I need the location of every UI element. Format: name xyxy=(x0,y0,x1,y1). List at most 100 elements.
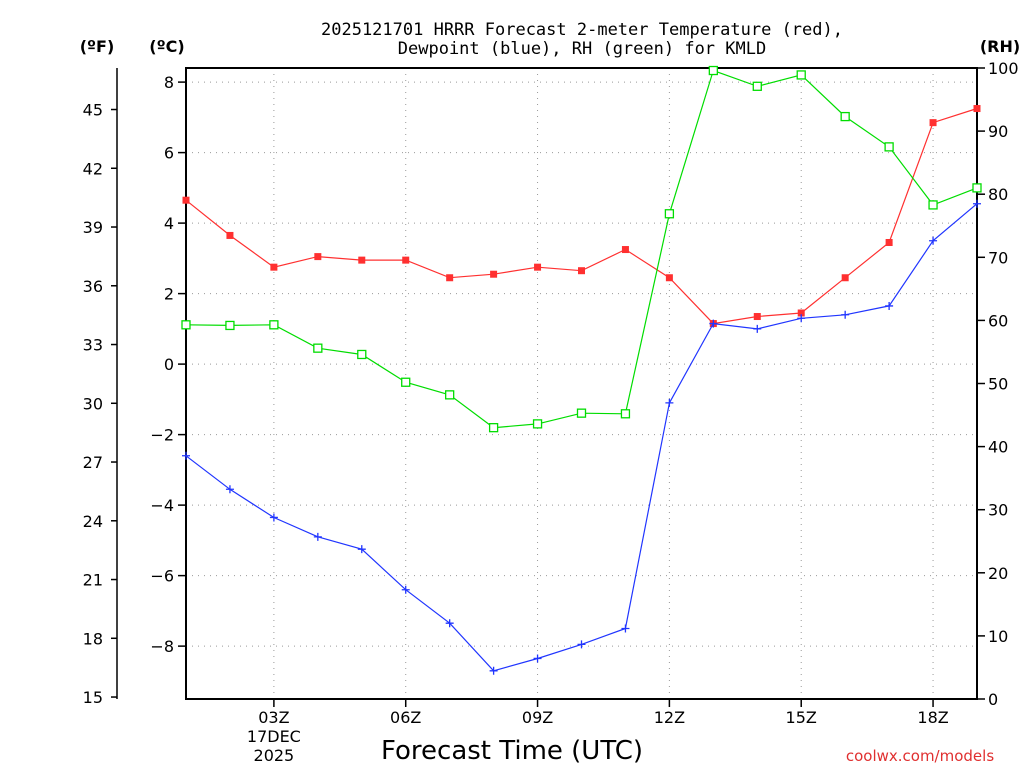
series-dewpoint xyxy=(182,199,981,675)
rh-point xyxy=(532,419,543,429)
temperature-point xyxy=(841,274,849,282)
rh-point xyxy=(488,423,499,433)
rh-point xyxy=(313,343,323,353)
rh-tick-label: 40 xyxy=(988,438,1008,457)
rh-point xyxy=(840,111,850,122)
chart-title-line1: 2025121701 HRRR Forecast 2-meter Tempera… xyxy=(321,20,843,40)
rh-point xyxy=(181,320,191,330)
rh-point xyxy=(269,320,279,330)
temperature-point xyxy=(797,309,805,317)
x-tick-label: 18Z xyxy=(917,708,948,727)
series-temperature xyxy=(182,105,981,328)
celsius-tick-label: 6 xyxy=(164,144,174,163)
rh-tick-label: 80 xyxy=(988,185,1008,204)
dewpoint-point xyxy=(665,398,674,407)
dewpoint-point xyxy=(753,324,762,333)
rh-point xyxy=(884,142,894,152)
dewpoint-point xyxy=(225,485,234,494)
temperature-point xyxy=(885,238,893,246)
dewpoint-point xyxy=(269,513,278,522)
x-year-label: 2025 xyxy=(254,746,295,765)
rh-point xyxy=(445,390,455,400)
series-rh xyxy=(181,65,982,433)
temperature-point xyxy=(534,263,542,271)
dewpoint-point xyxy=(401,585,410,594)
x-date-label: 17DEC xyxy=(247,727,301,746)
celsius-tick-label: 8 xyxy=(164,73,174,92)
rh-point xyxy=(620,409,631,419)
temperature-point xyxy=(182,196,190,204)
rh-point xyxy=(225,320,235,331)
fahrenheit-tick-label: 39 xyxy=(83,218,103,237)
rh-point xyxy=(752,81,762,91)
dewpoint-point xyxy=(182,451,190,460)
fahrenheit-tick-label: 42 xyxy=(83,159,103,178)
rh-tick-label: 90 xyxy=(988,122,1008,141)
rh-point xyxy=(796,70,806,80)
x-tick-label: 06Z xyxy=(390,708,421,727)
x-axis-title: Forecast Time (UTC) xyxy=(381,736,643,766)
temperature-point xyxy=(402,256,410,264)
dewpoint-point xyxy=(445,619,454,628)
dewpoint-point xyxy=(885,301,894,310)
rh-tick-label: 30 xyxy=(988,501,1008,520)
rh-point xyxy=(357,349,367,360)
rh-point xyxy=(401,377,411,387)
credit-link[interactable]: coolwx.com/models xyxy=(846,747,994,765)
gridlines xyxy=(186,68,977,699)
dewpoint-point xyxy=(709,319,718,328)
celsius-tick-label: −2 xyxy=(150,426,174,445)
temperature-point xyxy=(270,263,278,271)
celsius-tick-label: 0 xyxy=(164,355,174,374)
dewpoint-point xyxy=(621,624,630,633)
fahrenheit-tick-label: 45 xyxy=(83,101,103,120)
celsius-tick-label: 2 xyxy=(164,285,174,304)
fahrenheit-tick-label: 24 xyxy=(83,512,103,531)
rh-tick-label: 60 xyxy=(988,311,1008,330)
rh-tick-label: 50 xyxy=(988,375,1008,394)
rh-tick-label: 0 xyxy=(988,690,998,709)
rh-tick-label: 10 xyxy=(988,627,1008,646)
fahrenheit-tick-label: 36 xyxy=(83,277,103,296)
rh-tick-label: 100 xyxy=(988,59,1019,78)
temperature-point xyxy=(490,270,498,278)
fahrenheit-tick-label: 30 xyxy=(83,394,103,413)
dewpoint-point xyxy=(577,640,586,649)
temperature-point xyxy=(578,267,585,275)
celsius-tick-label: 4 xyxy=(164,214,174,233)
fahrenheit-tick-label: 21 xyxy=(83,571,103,590)
temperature-point xyxy=(358,256,366,264)
temperature-point xyxy=(753,313,761,321)
x-tick-label: 09Z xyxy=(522,708,553,727)
dewpoint-point xyxy=(357,545,366,554)
chart-title-line2: Dewpoint (blue), RH (green) for KMLD xyxy=(398,39,766,59)
axis-ticks: 86420−2−4−6−8151821242730333639424501020… xyxy=(83,59,1019,765)
fahrenheit-tick-label: 33 xyxy=(83,336,103,355)
rh-line xyxy=(185,69,978,429)
temperature-point xyxy=(929,119,937,127)
rh-unit-label: (RH) xyxy=(980,37,1020,56)
data-series xyxy=(181,65,982,675)
rh-tick-label: 70 xyxy=(988,248,1008,267)
rh-point xyxy=(664,209,675,219)
dewpoint-point xyxy=(489,666,498,675)
fahrenheit-tick-label: 27 xyxy=(83,453,103,472)
fahrenheit-tick-label: 15 xyxy=(83,688,103,707)
x-tick-label: 03Z xyxy=(258,708,289,727)
x-tick-label: 12Z xyxy=(654,708,685,727)
x-tick-label: 15Z xyxy=(786,708,817,727)
rh-point xyxy=(972,183,982,193)
dewpoint-point xyxy=(313,532,322,541)
dewpoint-point xyxy=(973,199,981,208)
rh-point xyxy=(708,65,718,76)
celsius-tick-label: −8 xyxy=(150,637,174,656)
dewpoint-point xyxy=(841,310,850,319)
rh-tick-label: 20 xyxy=(988,564,1008,583)
rh-point xyxy=(576,408,587,418)
temperature-point xyxy=(446,274,454,282)
dewpoint-point xyxy=(929,236,938,245)
dewpoint-point xyxy=(533,654,542,663)
temperature-point xyxy=(665,274,673,282)
fahrenheit-tick-label: 18 xyxy=(83,629,103,648)
